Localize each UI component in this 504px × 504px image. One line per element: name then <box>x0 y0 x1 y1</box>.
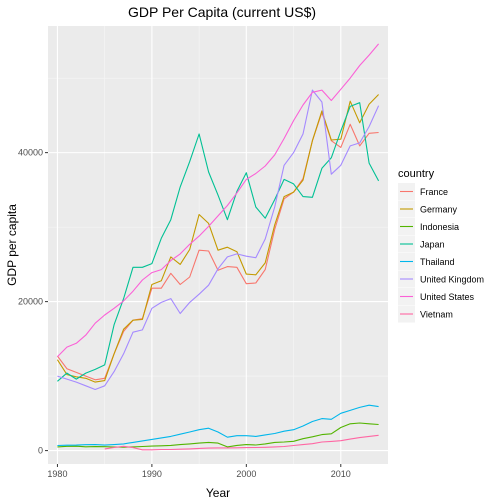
plot-panel <box>48 26 388 464</box>
legend-title: country <box>398 168 435 180</box>
axis-ticks <box>45 152 342 467</box>
y-tick-label: 0 <box>38 446 43 456</box>
series-line-germany <box>56 94 379 383</box>
legend-label: Vietnam <box>420 310 453 320</box>
legend-label: France <box>420 187 448 197</box>
y-tick-label: 40000 <box>18 148 43 158</box>
legend-label: United Kingdom <box>420 275 484 285</box>
y-axis-title: GDP per capita <box>5 204 19 286</box>
series-line-japan <box>57 102 380 382</box>
series-line-united-kingdom <box>57 89 380 391</box>
legend-label: Thailand <box>420 257 455 267</box>
y-tick-label: 20000 <box>18 297 43 307</box>
tick-labels: 1980 1990 2000 2010 0 20000 40000 <box>18 148 351 479</box>
x-tick-label: 1980 <box>47 469 67 479</box>
series-line-united-states <box>57 43 380 358</box>
grid-lines <box>48 26 388 464</box>
legend-label: Indonesia <box>420 222 459 232</box>
series-line-thailand <box>57 404 379 447</box>
x-tick-label: 1990 <box>142 469 162 479</box>
x-axis-title: Year <box>206 486 230 500</box>
x-tick-label: 2010 <box>331 469 351 479</box>
legend: country France Germany Indonesia Japan Thail… <box>398 168 484 323</box>
legend-label: Japan <box>420 240 445 250</box>
legend-label: Germany <box>420 205 458 215</box>
series-lines <box>56 43 380 451</box>
x-tick-label: 2000 <box>236 469 256 479</box>
legend-label: United States <box>420 292 475 302</box>
series-line-vietnam <box>104 434 379 451</box>
chart-title: GDP Per Capita (current US$) <box>128 4 316 20</box>
series-line-indonesia <box>57 422 379 448</box>
